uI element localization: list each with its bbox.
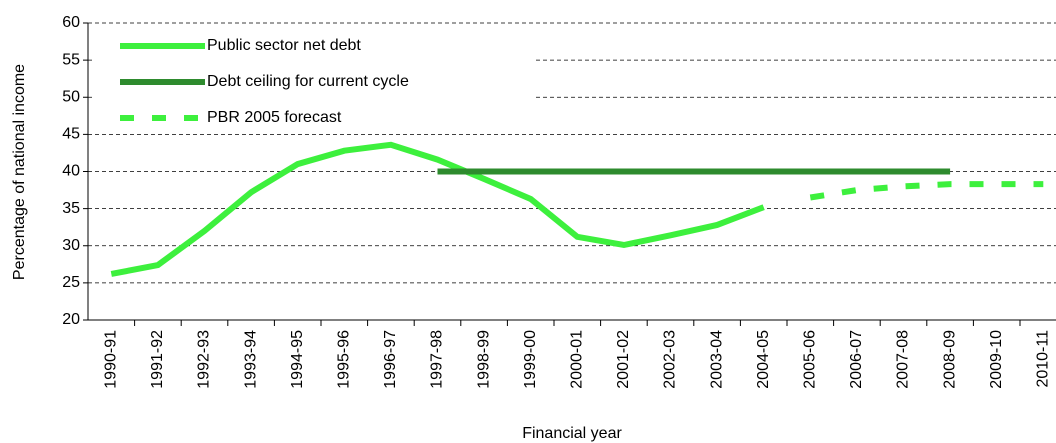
- x-tick-label: 1997-98: [429, 330, 446, 389]
- x-axis-title: Financial year: [522, 425, 622, 442]
- y-tick-label: 50: [62, 88, 80, 105]
- x-tick-label: 2010-11: [1035, 330, 1052, 388]
- x-tick-label: 1993-94: [242, 330, 259, 389]
- y-tick-label: 40: [62, 163, 80, 180]
- y-tick-label: 45: [62, 126, 80, 143]
- y-tick-label: 60: [62, 14, 80, 31]
- legend-label: PBR 2005 forecast: [207, 109, 342, 126]
- y-tick-label: 55: [62, 51, 80, 68]
- x-tick-label: 2001-02: [615, 330, 632, 389]
- x-tick-label: 1992-93: [196, 330, 213, 389]
- x-tick-label: 1991-92: [149, 330, 166, 389]
- x-tick-label: 1995-96: [336, 330, 353, 389]
- x-tick-label: 2002-03: [662, 330, 679, 389]
- x-tick-label: 1996-97: [382, 330, 399, 389]
- x-tick-label: 2003-04: [708, 330, 725, 389]
- x-tick-label: 2008-09: [941, 330, 958, 389]
- x-tick-label: 1999-00: [522, 330, 539, 389]
- x-tick-label: 1998-99: [475, 330, 492, 389]
- y-tick-label: 25: [62, 274, 80, 291]
- x-tick-label: 2004-05: [755, 330, 772, 389]
- x-tick-label: 2000-01: [569, 330, 586, 389]
- x-tick-label: 2009-10: [988, 330, 1005, 389]
- series-line: [110, 141, 765, 277]
- legend-label: Debt ceiling for current cycle: [207, 73, 409, 90]
- legend-label: Public sector net debt: [207, 37, 361, 54]
- y-tick-label: 30: [62, 237, 80, 254]
- series-line: [809, 181, 1044, 201]
- x-tick-label: 2005-06: [802, 330, 819, 389]
- x-tick-label: 2007-08: [895, 330, 912, 389]
- y-tick-label: 20: [62, 311, 80, 328]
- x-tick-label: 1994-95: [289, 330, 306, 389]
- y-axis-title: Percentage of national income: [11, 64, 28, 280]
- x-tick-label: 1990-91: [103, 330, 120, 389]
- x-tick-label: 2006-07: [848, 330, 865, 389]
- y-tick-label: 35: [62, 200, 80, 217]
